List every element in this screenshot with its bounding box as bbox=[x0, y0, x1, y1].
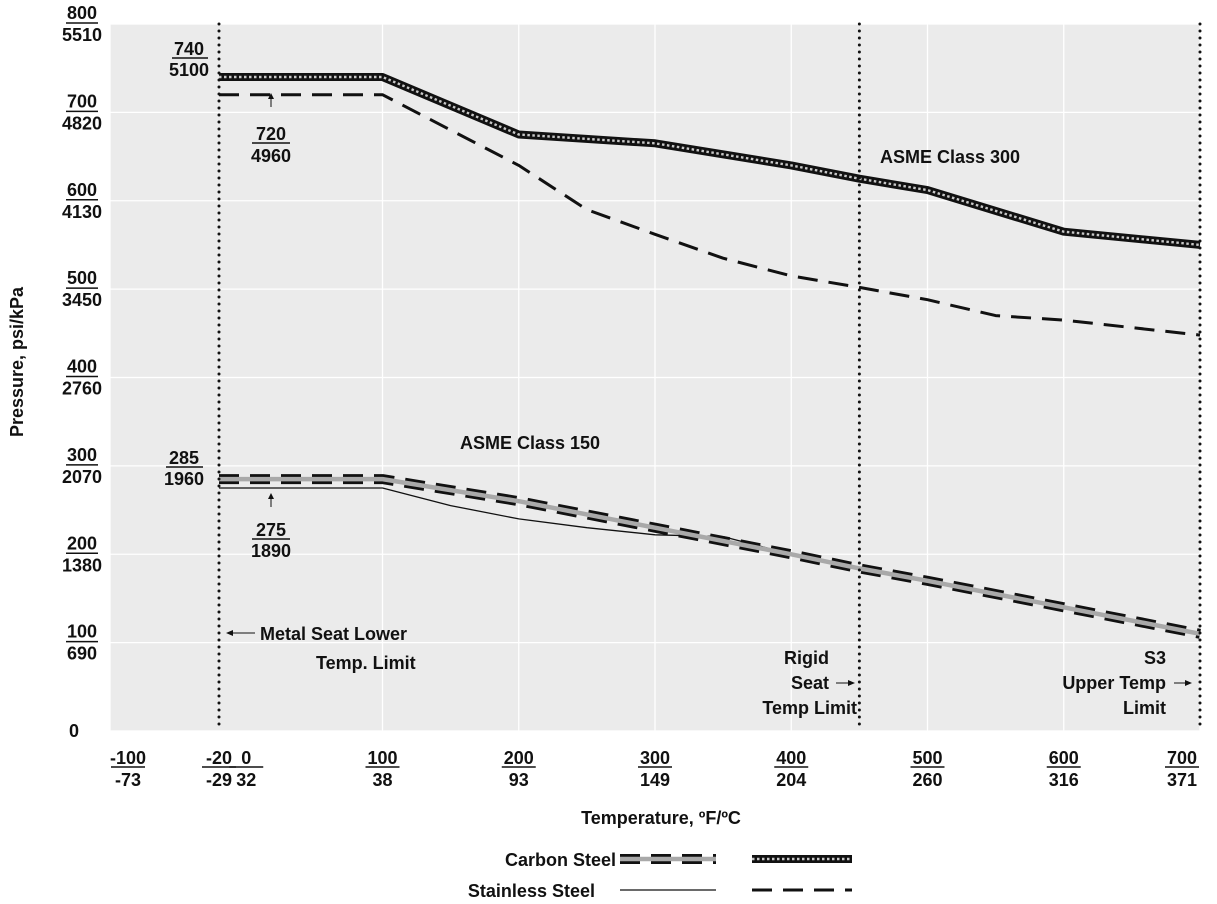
rigid-seat-annotation: Rigid Seat Temp Limit bbox=[762, 648, 857, 718]
s3-upper-line-1: S3 bbox=[1144, 648, 1166, 668]
x-tick-f: 500 bbox=[912, 748, 942, 768]
value-callout-720: 720 4960 bbox=[251, 93, 291, 166]
y-tick-psi: 300 bbox=[67, 445, 97, 465]
y-tick-psi: 0 bbox=[69, 721, 79, 741]
x-tick-c: 32 bbox=[236, 770, 256, 790]
y-tick-kpa: 5510 bbox=[62, 25, 102, 45]
class150-label: ASME Class 150 bbox=[460, 433, 600, 453]
value-callout-740: 740 5100 bbox=[169, 39, 209, 80]
x-tick-f: 600 bbox=[1049, 748, 1079, 768]
metal-seat-arrow-head bbox=[226, 630, 233, 636]
metal-seat-line-2: Temp. Limit bbox=[316, 653, 416, 673]
rigid-seat-arrow-head bbox=[848, 680, 855, 686]
s3-upper-line-2: Upper Temp bbox=[1062, 673, 1166, 693]
rigid-seat-line-1: Rigid bbox=[784, 648, 829, 668]
class300-label: ASME Class 300 bbox=[880, 147, 1020, 167]
series-class300-carbon-stripe bbox=[219, 75, 1201, 247]
series-class300-stainless bbox=[219, 93, 1201, 337]
value-callout-275: 275 1890 bbox=[251, 493, 291, 561]
x-tick-c: 316 bbox=[1049, 770, 1079, 790]
x-tick-c: 260 bbox=[912, 770, 942, 790]
y-tick-kpa: 4130 bbox=[62, 202, 102, 222]
callout-275-arrow-head bbox=[268, 493, 274, 499]
x-tick-c: -29 bbox=[206, 770, 232, 790]
series-class150-carbon bbox=[219, 474, 1201, 639]
x-tick-c: 38 bbox=[372, 770, 392, 790]
y-tick-kpa: 1380 bbox=[62, 555, 102, 575]
x-axis-title: Temperature, ºF/ºC bbox=[581, 808, 741, 828]
series-layer bbox=[219, 73, 1201, 639]
y-tick-psi: 400 bbox=[67, 357, 97, 377]
y-tick-kpa: 4820 bbox=[62, 113, 102, 133]
y-tick-psi: 100 bbox=[67, 622, 97, 642]
metal-seat-annotation: Metal Seat Lower Temp. Limit bbox=[226, 624, 416, 673]
x-tick-c: -73 bbox=[115, 770, 141, 790]
callout-720-arrow-head bbox=[268, 93, 274, 99]
s3-upper-arrow-head bbox=[1185, 680, 1192, 686]
x-tick-f: 300 bbox=[640, 748, 670, 768]
y-tick-kpa: 2760 bbox=[62, 379, 102, 399]
x-tick-f: 700 bbox=[1167, 748, 1197, 768]
limit-lines bbox=[217, 22, 1202, 733]
series-class150-carbon-core bbox=[219, 476, 1201, 637]
x-tick-f: 400 bbox=[776, 748, 806, 768]
x-tick-f: 200 bbox=[504, 748, 534, 768]
x-tick-f: 0 bbox=[241, 748, 251, 768]
y-axis-title: Pressure, psi/kPa bbox=[7, 286, 27, 437]
value-callout-285: 285 1960 bbox=[164, 448, 204, 489]
metal-seat-line-1: Metal Seat Lower bbox=[260, 624, 407, 644]
y-tick-psi: 500 bbox=[67, 268, 97, 288]
series-class300-stainless-line bbox=[219, 93, 1201, 337]
y-tick-psi: 600 bbox=[67, 180, 97, 200]
legend: Carbon Steel Stainless Steel bbox=[468, 850, 852, 901]
rigid-seat-line-2: Seat bbox=[791, 673, 829, 693]
y-tick-psi: 200 bbox=[67, 533, 97, 553]
x-tick-c: 371 bbox=[1167, 770, 1197, 790]
x-tick-f: -100 bbox=[110, 748, 146, 768]
y-tick-kpa: 2070 bbox=[62, 467, 102, 487]
legend-swatches bbox=[620, 854, 852, 892]
x-tick-c: 149 bbox=[640, 770, 670, 790]
x-tick-c: 204 bbox=[776, 770, 806, 790]
callout-740-psi: 740 bbox=[174, 39, 204, 59]
callout-720-kpa: 4960 bbox=[251, 146, 291, 166]
callout-285-psi: 285 bbox=[169, 448, 199, 468]
x-tick-f: -20 bbox=[206, 748, 232, 768]
callout-275-psi: 275 bbox=[256, 520, 286, 540]
callout-275-kpa: 1890 bbox=[251, 541, 291, 561]
y-tick-psi: 700 bbox=[67, 91, 97, 111]
callout-285-kpa: 1960 bbox=[164, 469, 204, 489]
s3-upper-line-3: Limit bbox=[1123, 698, 1166, 718]
legend-label-stainless-steel: Stainless Steel bbox=[468, 881, 595, 901]
y-tick-psi: 800 bbox=[67, 3, 97, 23]
callout-740-kpa: 5100 bbox=[169, 60, 209, 80]
y-tick-kpa: 3450 bbox=[62, 290, 102, 310]
series-class300-carbon bbox=[219, 73, 1201, 249]
s3-upper-annotation: S3 Upper Temp Limit bbox=[1062, 648, 1192, 718]
rigid-seat-line-3: Temp Limit bbox=[762, 698, 857, 718]
x-tick-c: 93 bbox=[509, 770, 529, 790]
legend-label-carbon-steel: Carbon Steel bbox=[505, 850, 616, 870]
x-tick-f: 100 bbox=[367, 748, 397, 768]
callout-720-psi: 720 bbox=[256, 124, 286, 144]
y-tick-kpa: 690 bbox=[67, 644, 97, 664]
